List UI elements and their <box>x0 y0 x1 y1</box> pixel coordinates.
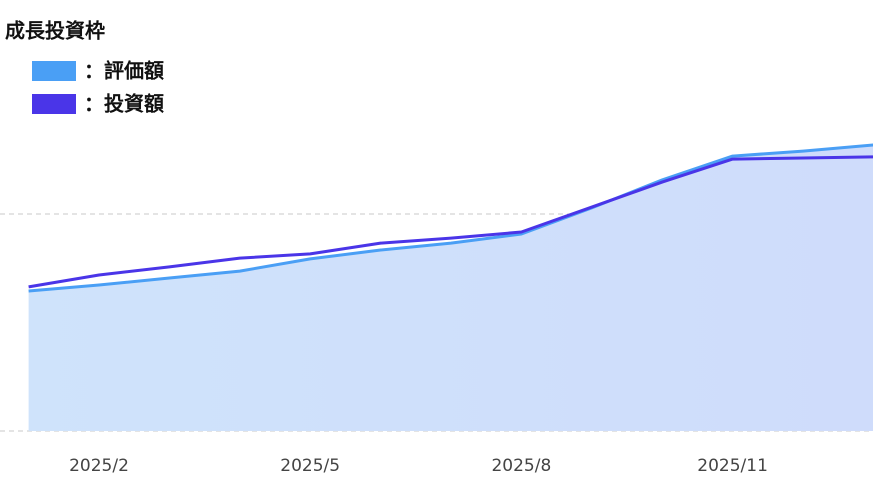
area <box>28 145 873 431</box>
x-tick-label: 2025/2 <box>69 456 129 476</box>
chart-title: 成長投資枠 <box>5 19 105 43</box>
line <box>28 155 873 289</box>
legend-swatch <box>32 61 76 81</box>
legend-label: ：投資額 <box>84 92 164 116</box>
legend-label: ：評価額 <box>84 59 164 83</box>
line <box>28 143 873 293</box>
plot <box>0 143 873 432</box>
x-tick-label: 2025/5 <box>280 456 340 476</box>
x-tick-label: 2025/8 <box>491 456 551 476</box>
legend-swatch <box>32 94 76 114</box>
x-tick-label: 2025/11 <box>697 456 768 476</box>
